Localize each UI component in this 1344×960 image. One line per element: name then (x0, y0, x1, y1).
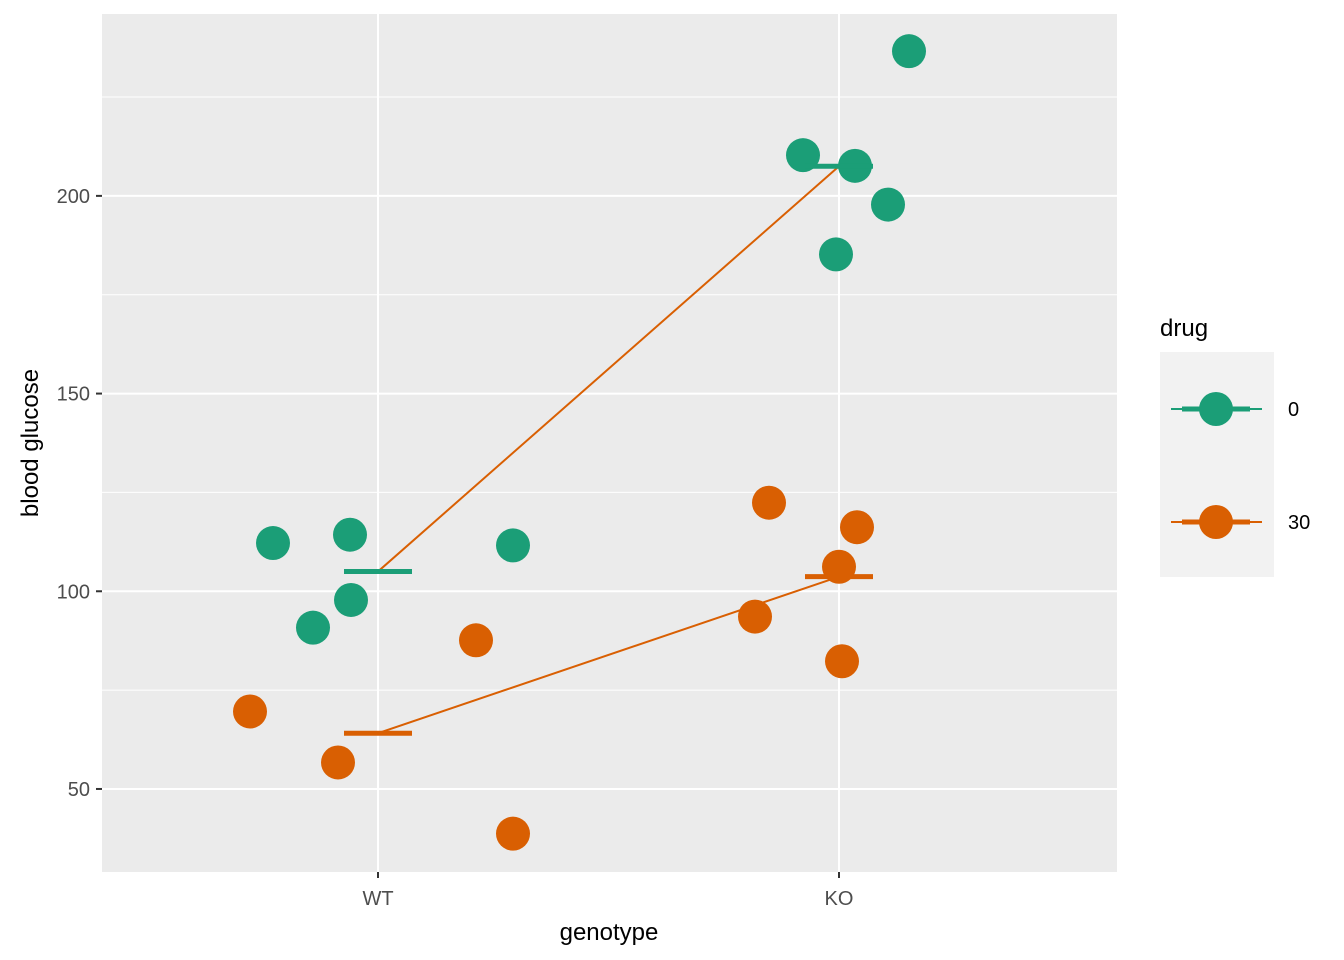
data-point (786, 138, 820, 173)
data-point (321, 745, 355, 780)
data-point (256, 526, 290, 561)
panel-background (102, 14, 1117, 872)
data-point (892, 34, 926, 69)
legend-symbol (1199, 505, 1233, 539)
data-points (233, 34, 926, 851)
data-point (334, 582, 368, 617)
data-point (819, 237, 853, 272)
legend-label: 0 (1288, 399, 1299, 421)
x-axis-title: genotype (560, 919, 659, 946)
y-tick-label: 200 (57, 186, 90, 208)
data-point (752, 485, 786, 520)
axes: 50 100 150 200 WT KO (57, 186, 854, 910)
x-tick-label: KO (825, 888, 854, 910)
data-point (233, 694, 267, 729)
legend-symbol (1199, 392, 1233, 426)
data-point (840, 510, 874, 545)
data-point (296, 610, 330, 645)
mean-markers (344, 163, 873, 736)
legend-key-background (1160, 352, 1274, 577)
x-tick-label: WT (362, 888, 393, 910)
gridlines (102, 14, 1117, 872)
y-tick-label: 100 (57, 581, 90, 603)
data-point (459, 623, 493, 658)
y-axis-title: blood glucose (17, 369, 44, 517)
y-tick-label: 50 (68, 779, 90, 801)
mean-connector-0 (377, 165, 840, 573)
legend-entries: 0 30 (1171, 392, 1310, 539)
data-point (496, 816, 530, 851)
data-point (871, 187, 905, 222)
data-point (738, 599, 772, 634)
legend-title: drug (1160, 315, 1208, 342)
data-point (825, 644, 859, 679)
legend: drug 0 30 (1160, 315, 1310, 577)
data-point (496, 528, 530, 563)
legend-label: 30 (1288, 512, 1310, 534)
data-point (333, 517, 367, 552)
y-tick-label: 150 (57, 384, 90, 406)
